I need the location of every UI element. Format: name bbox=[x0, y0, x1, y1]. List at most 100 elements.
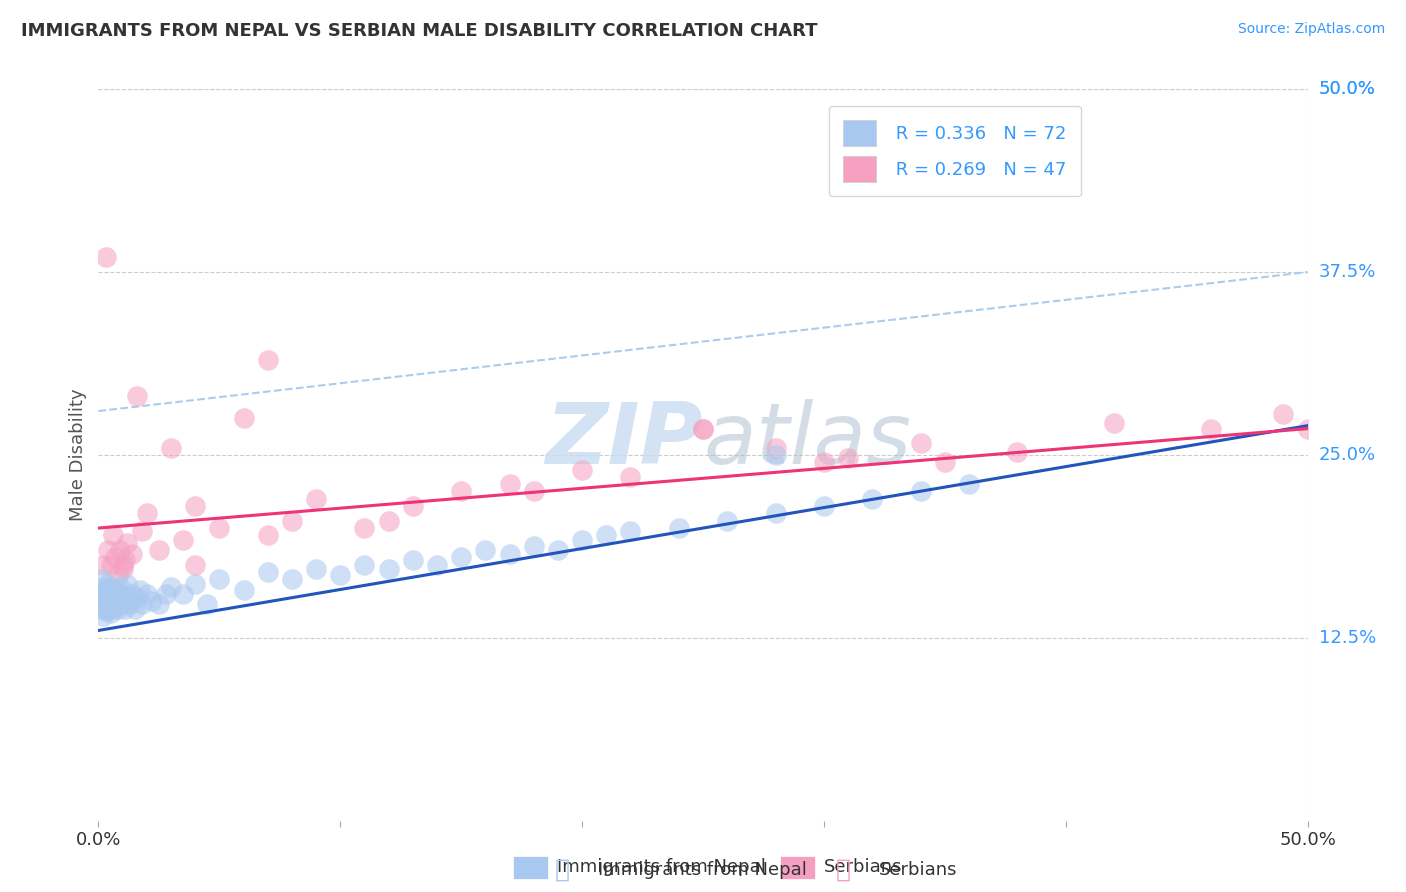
Point bbox=[426, 558, 449, 572]
Point bbox=[402, 553, 425, 567]
Point bbox=[100, 580, 122, 594]
Text: Serbians: Serbians bbox=[824, 858, 903, 876]
FancyBboxPatch shape bbox=[513, 856, 548, 879]
Point bbox=[498, 477, 520, 491]
Point bbox=[1296, 421, 1319, 435]
Point bbox=[450, 550, 472, 565]
Text: 50.0%: 50.0% bbox=[1319, 80, 1375, 98]
Point bbox=[107, 587, 129, 601]
Point bbox=[910, 484, 932, 499]
Point bbox=[111, 562, 134, 576]
Point bbox=[547, 543, 569, 558]
Point bbox=[208, 572, 231, 586]
Point bbox=[127, 591, 149, 606]
Point bbox=[813, 455, 835, 469]
Point bbox=[114, 553, 136, 567]
Point bbox=[934, 455, 956, 469]
Point bbox=[1272, 407, 1295, 421]
Point bbox=[97, 576, 120, 591]
Point bbox=[692, 421, 714, 435]
Text: Immigrants from Nepal: Immigrants from Nepal bbox=[557, 858, 766, 876]
Point bbox=[111, 558, 134, 572]
Point bbox=[117, 576, 139, 591]
Text: atlas: atlas bbox=[703, 399, 911, 482]
Point bbox=[172, 587, 194, 601]
Text: ⬜: ⬜ bbox=[555, 858, 569, 881]
Point bbox=[595, 528, 617, 542]
Point bbox=[692, 421, 714, 435]
Point bbox=[155, 587, 177, 601]
Point bbox=[184, 558, 207, 572]
Point bbox=[402, 499, 425, 513]
Point bbox=[97, 543, 120, 558]
Text: 50.0%: 50.0% bbox=[1319, 80, 1375, 98]
Point bbox=[90, 572, 112, 586]
Point bbox=[135, 587, 157, 601]
Point bbox=[90, 587, 112, 601]
Point bbox=[91, 580, 114, 594]
Point bbox=[957, 477, 980, 491]
Point bbox=[100, 606, 122, 620]
Point bbox=[523, 539, 546, 553]
Point bbox=[450, 484, 472, 499]
Point bbox=[184, 499, 207, 513]
Point bbox=[117, 535, 139, 549]
Point bbox=[117, 591, 139, 606]
Point bbox=[619, 524, 641, 538]
Point bbox=[498, 548, 520, 562]
Point bbox=[128, 582, 150, 597]
Point bbox=[101, 601, 124, 615]
Point bbox=[107, 567, 129, 582]
Point bbox=[91, 608, 114, 623]
Point bbox=[100, 587, 122, 601]
Point bbox=[281, 572, 304, 586]
Point bbox=[208, 521, 231, 535]
Point bbox=[101, 528, 124, 542]
Point bbox=[127, 389, 149, 403]
Point bbox=[765, 448, 787, 462]
Point bbox=[108, 594, 131, 608]
Point bbox=[131, 597, 153, 611]
Point bbox=[94, 251, 117, 265]
Point bbox=[104, 582, 127, 597]
Point bbox=[94, 597, 117, 611]
Point bbox=[104, 550, 127, 565]
Point bbox=[148, 543, 170, 558]
Point bbox=[353, 558, 375, 572]
Point bbox=[91, 558, 114, 572]
Point bbox=[104, 591, 127, 606]
Point bbox=[256, 352, 278, 367]
Point bbox=[281, 514, 304, 528]
Point bbox=[160, 580, 183, 594]
Point bbox=[135, 507, 157, 521]
Text: Immigrants from Nepal: Immigrants from Nepal bbox=[598, 861, 807, 879]
Point bbox=[141, 594, 163, 608]
Point bbox=[353, 521, 375, 535]
Legend:  R = 0.336   N = 72,  R = 0.269   N = 47: R = 0.336 N = 72, R = 0.269 N = 47 bbox=[828, 105, 1081, 196]
Point bbox=[232, 582, 254, 597]
Point bbox=[121, 548, 143, 562]
Text: IMMIGRANTS FROM NEPAL VS SERBIAN MALE DISABILITY CORRELATION CHART: IMMIGRANTS FROM NEPAL VS SERBIAN MALE DI… bbox=[21, 22, 818, 40]
Point bbox=[172, 533, 194, 547]
Point bbox=[1199, 421, 1222, 435]
Point bbox=[195, 597, 218, 611]
Text: Source: ZipAtlas.com: Source: ZipAtlas.com bbox=[1237, 22, 1385, 37]
Point bbox=[100, 558, 122, 572]
Point bbox=[860, 491, 883, 506]
Point bbox=[305, 491, 328, 506]
Point bbox=[121, 587, 143, 601]
Y-axis label: Male Disability: Male Disability bbox=[69, 389, 87, 521]
Text: 37.5%: 37.5% bbox=[1319, 263, 1376, 281]
Point bbox=[765, 507, 787, 521]
Point bbox=[619, 470, 641, 484]
Point bbox=[377, 514, 399, 528]
Point bbox=[131, 524, 153, 538]
Point bbox=[474, 543, 496, 558]
Point bbox=[184, 576, 207, 591]
Point bbox=[160, 441, 183, 455]
Point bbox=[90, 601, 112, 615]
Point bbox=[104, 597, 127, 611]
Point bbox=[910, 436, 932, 450]
Point bbox=[571, 533, 593, 547]
Point bbox=[124, 601, 146, 615]
